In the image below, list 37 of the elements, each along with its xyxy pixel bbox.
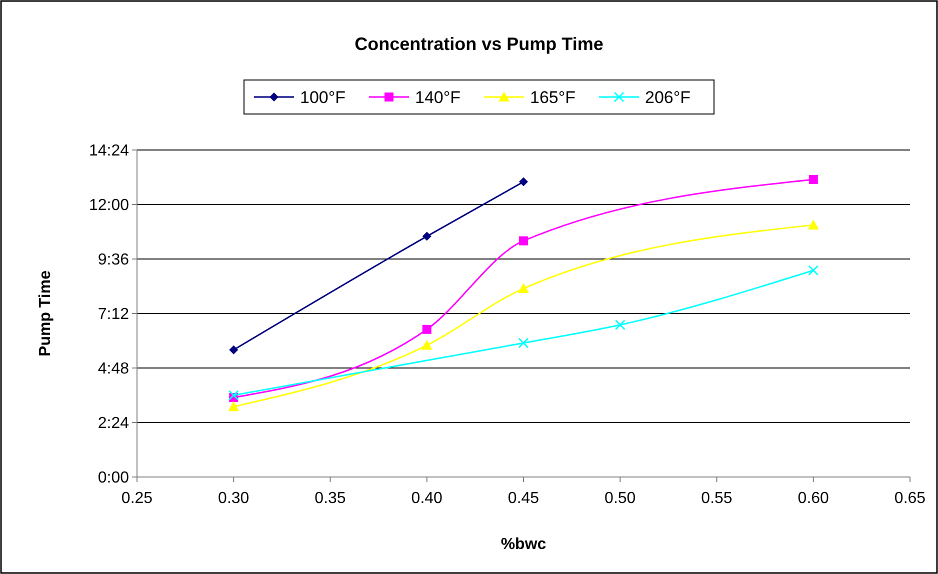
y-tick-label: 14:24: [88, 142, 130, 160]
point: [422, 324, 432, 334]
point: [614, 320, 626, 330]
y-tick-label: 0:00: [98, 470, 130, 487]
point: [228, 390, 239, 400]
y-tick-label: 7:12: [98, 306, 130, 324]
point: [422, 232, 432, 241]
y-tick-label: 12:00: [88, 197, 130, 214]
x-tick-label: 0.25: [121, 490, 153, 507]
legend-label: 140°F: [415, 88, 461, 107]
chart-title: Concentration vs Pump Time: [354, 34, 604, 54]
point: [518, 338, 529, 348]
point: [229, 345, 238, 354]
x-tick-label: 0.55: [701, 490, 732, 507]
x-tick-label: 0.30: [218, 490, 250, 507]
x-tick-label: 0.50: [604, 490, 636, 507]
x-tick-label: 0.45: [508, 490, 540, 507]
x-tick-label: 0.65: [894, 490, 926, 507]
x-tick-label: 0.60: [798, 490, 830, 507]
legend-label: 206°F: [645, 88, 691, 107]
point: [519, 236, 528, 246]
x-tick-label: 0.35: [314, 490, 346, 507]
point: [808, 265, 819, 276]
y-tick-label: 9:36: [98, 252, 130, 269]
x-axis-title: %bwc: [500, 536, 546, 553]
y-tick-label: 2:24: [98, 415, 130, 432]
point: [519, 177, 528, 186]
legend-label: 100°F: [300, 88, 346, 107]
point: [421, 340, 432, 350]
x-tick-label: 0.40: [411, 490, 443, 507]
point: [518, 283, 529, 294]
legend-label: 165°F: [530, 88, 576, 107]
y-tick-label: 4:48: [98, 360, 130, 378]
point: [808, 219, 819, 230]
y-axis-title: Pump Time: [37, 270, 54, 356]
point: [228, 401, 240, 412]
point: [808, 175, 818, 184]
